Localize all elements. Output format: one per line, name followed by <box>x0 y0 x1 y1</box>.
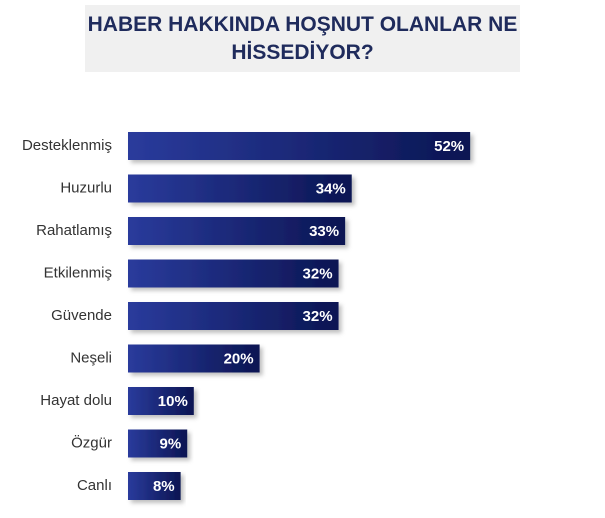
bar <box>128 259 339 288</box>
category-label: Güvende <box>51 307 112 324</box>
category-label: Desteklenmiş <box>22 137 112 154</box>
bar <box>128 429 188 458</box>
value-label: 33% <box>309 223 339 240</box>
value-label: 32% <box>303 308 333 325</box>
value-label: 9% <box>160 435 182 452</box>
category-label: Hayat dolu <box>40 392 112 409</box>
value-label: 10% <box>158 393 188 410</box>
bar <box>128 217 346 245</box>
bar <box>128 132 471 160</box>
value-label: 52% <box>434 138 464 155</box>
category-label: Canlı <box>77 477 112 494</box>
value-label: 20% <box>224 350 254 367</box>
category-label: Neşeli <box>70 349 112 366</box>
bar <box>128 387 194 415</box>
category-label: Huzurlu <box>60 179 112 196</box>
bar <box>128 302 339 330</box>
bar <box>128 344 260 373</box>
category-label: Özgür <box>71 433 112 451</box>
value-label: 32% <box>303 265 333 282</box>
bar <box>128 174 352 203</box>
chart-title: HABER HAKKINDA HOŞNUT OLANLAR NE HİSSEDİ… <box>85 5 520 72</box>
value-label: 34% <box>316 180 346 197</box>
bar <box>128 472 181 500</box>
value-label: 8% <box>153 478 175 495</box>
category-label: Rahatlamış <box>36 222 112 239</box>
category-label: Etkilenmiş <box>44 264 112 281</box>
